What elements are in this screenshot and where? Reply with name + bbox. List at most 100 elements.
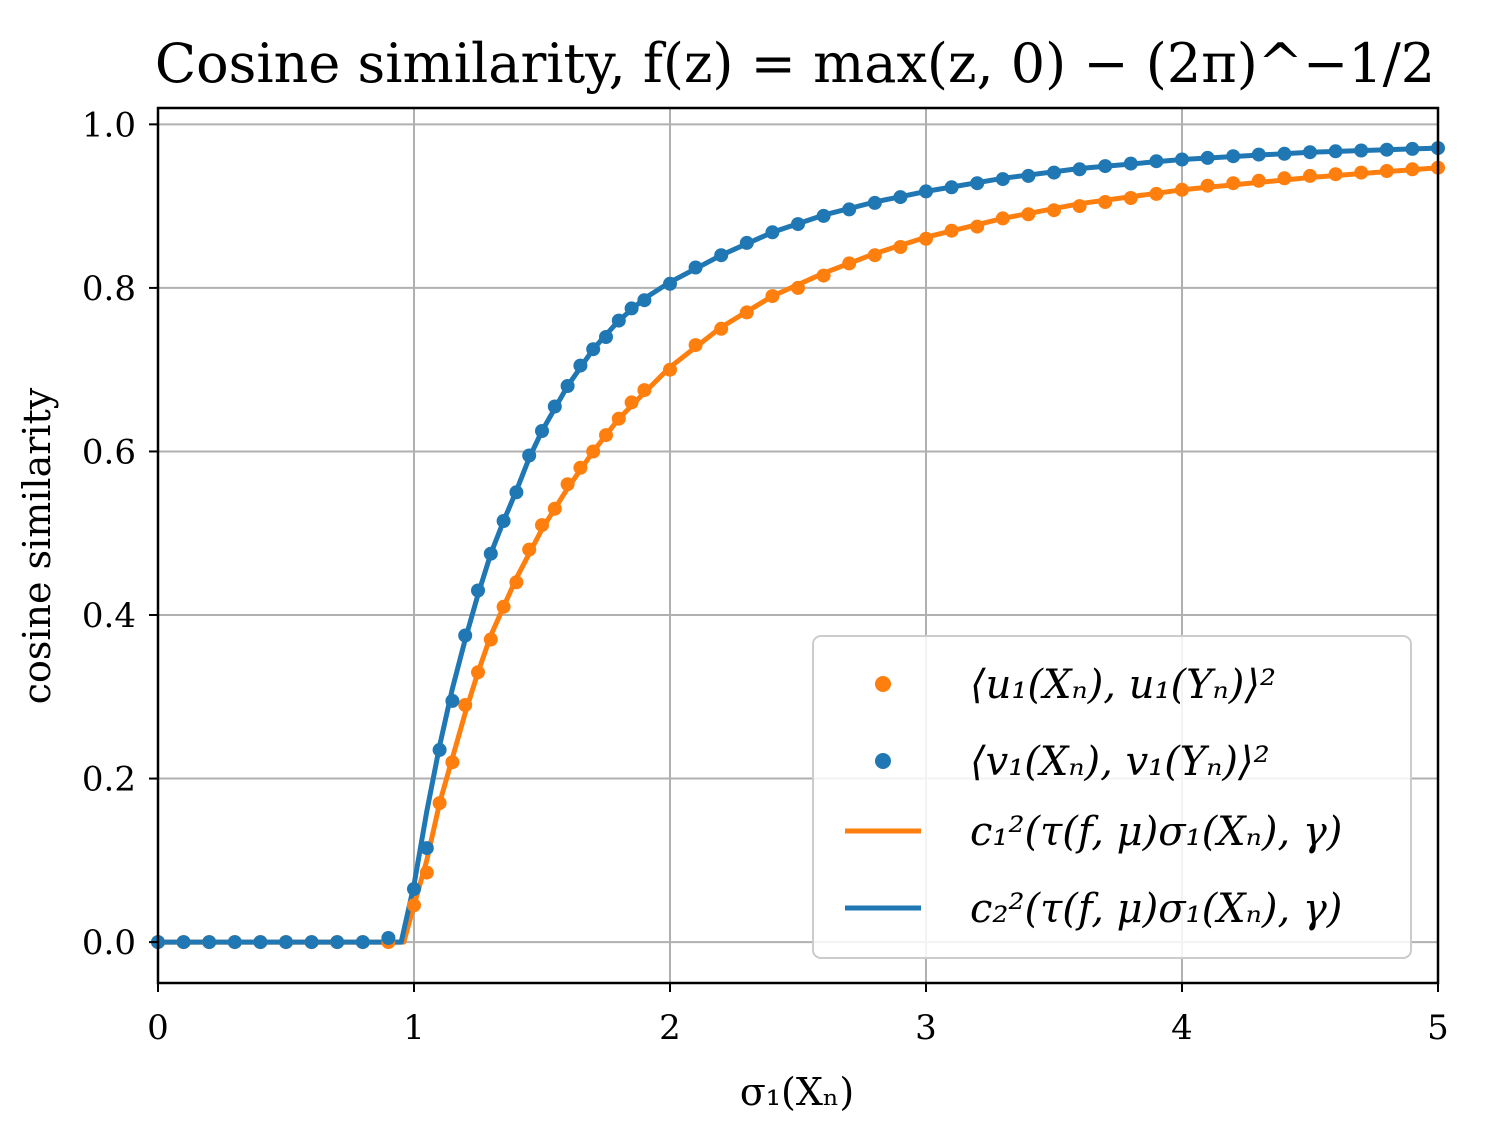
data-point-series-1	[1200, 150, 1215, 165]
legend-label-c1: c₁²(τ(f, μ)σ₁(Xₙ), γ)	[970, 809, 1342, 855]
data-point-series-1	[279, 935, 293, 950]
data-point-series-0	[893, 240, 908, 254]
data-point-series-0	[1354, 165, 1369, 180]
legend: ⟨u₁(Xₙ), u₁(Yₙ)⟩² ⟨v₁(Xₙ), v₁(Yₙ)⟩² c₁²(…	[812, 635, 1412, 959]
data-point-series-1	[611, 313, 626, 328]
data-point-series-1	[1277, 146, 1292, 161]
data-point-series-1	[867, 195, 882, 210]
data-point-series-1	[919, 184, 933, 199]
data-point-series-1	[1072, 162, 1087, 177]
legend-marker-v	[875, 753, 891, 769]
data-point-series-1	[407, 882, 421, 896]
data-point-series-1	[1328, 144, 1343, 159]
data-point-series-1	[509, 485, 524, 500]
data-point-series-1	[202, 935, 217, 950]
plot-area	[151, 141, 1445, 950]
data-point-series-1	[535, 424, 549, 438]
data-point-series-1	[419, 841, 434, 856]
data-point-series-0	[483, 632, 498, 647]
data-point-series-1	[432, 742, 447, 757]
data-point-series-1	[970, 176, 985, 191]
data-point-series-0	[1047, 203, 1061, 218]
x-tick-label: 0	[147, 1008, 169, 1048]
data-point-series-0	[714, 321, 729, 336]
x-tick-label: 4	[1171, 1008, 1193, 1048]
data-point-series-0	[407, 898, 421, 913]
data-point-series-1	[599, 330, 613, 344]
data-point-series-0	[1098, 195, 1113, 209]
data-point-series-0	[509, 575, 524, 590]
data-point-series-0	[842, 256, 857, 271]
data-point-series-0	[535, 518, 549, 533]
data-point-series-0	[816, 268, 831, 283]
data-point-series-1	[496, 514, 511, 528]
data-point-series-0	[637, 383, 652, 398]
legend-label-v: ⟨v₁(Xₙ), v₁(Yₙ)⟩²	[970, 739, 1270, 785]
data-point-series-1	[445, 693, 460, 708]
data-point-series-0	[496, 599, 511, 614]
data-point-series-1	[253, 935, 268, 950]
legend-marker-u	[875, 676, 891, 692]
data-point-series-0	[445, 755, 460, 770]
y-tick-label: 0.4	[82, 596, 136, 636]
y-tick-label: 0.8	[82, 269, 136, 309]
data-point-series-1	[944, 180, 959, 195]
data-point-series-0	[1200, 178, 1215, 193]
data-point-series-1	[304, 935, 319, 950]
data-point-series-1	[816, 208, 831, 223]
x-tick-label: 1	[403, 1008, 425, 1048]
data-point-series-1	[1251, 147, 1266, 162]
data-point-series-0	[1405, 162, 1420, 177]
data-point-series-1	[381, 931, 396, 945]
data-point-series-1	[1149, 154, 1164, 169]
legend-label-c2: c₂²(τ(f, μ)σ₁(Xₙ), γ)	[970, 886, 1342, 932]
y-tick-label: 0.6	[82, 432, 136, 472]
data-point-series-0	[1175, 182, 1189, 197]
data-point-series-1	[893, 190, 908, 205]
data-point-series-1	[1047, 165, 1061, 180]
data-point-series-0	[688, 338, 703, 353]
data-point-series-1	[1303, 145, 1317, 160]
data-point-series-0	[1379, 164, 1394, 178]
data-point-series-0	[586, 444, 601, 459]
data-point-series-1	[842, 202, 857, 217]
data-point-series-0	[471, 665, 485, 680]
data-point-series-1	[1123, 156, 1138, 171]
data-point-series-0	[765, 289, 780, 304]
data-point-series-1	[471, 583, 485, 598]
y-axis-label: cosine similarity	[15, 387, 59, 704]
x-tick-label: 3	[915, 1008, 937, 1048]
data-point-series-0	[522, 542, 537, 557]
data-point-series-0	[1277, 171, 1292, 186]
data-point-series-0	[867, 248, 882, 263]
x-tick-label: 5	[1427, 1008, 1449, 1048]
data-point-series-1	[522, 448, 537, 463]
x-tick-label: 2	[659, 1008, 681, 1048]
data-point-series-1	[483, 546, 498, 561]
x-axis-label: σ₁(Xₙ)	[740, 1070, 854, 1114]
data-point-series-0	[611, 411, 626, 426]
y-tick-label: 0.2	[82, 760, 136, 800]
data-point-series-0	[970, 219, 985, 234]
data-point-series-1	[1098, 159, 1113, 174]
data-point-series-1	[547, 399, 562, 414]
data-point-series-0	[624, 395, 639, 410]
data-point-series-0	[1303, 168, 1317, 183]
data-point-series-1	[663, 276, 677, 291]
data-point-series-0	[944, 223, 959, 238]
data-point-series-0	[1226, 176, 1241, 191]
data-point-series-0	[599, 428, 613, 443]
data-point-series-0	[995, 211, 1010, 226]
data-point-series-0	[1328, 167, 1343, 182]
data-point-series-1	[1379, 142, 1394, 157]
data-point-series-1	[1354, 143, 1369, 158]
data-point-series-0	[791, 280, 805, 295]
data-point-series-1	[791, 217, 805, 232]
data-point-series-0	[560, 477, 575, 492]
data-point-series-0	[1251, 173, 1266, 188]
data-point-series-1	[765, 225, 780, 240]
data-point-series-1	[458, 628, 473, 643]
